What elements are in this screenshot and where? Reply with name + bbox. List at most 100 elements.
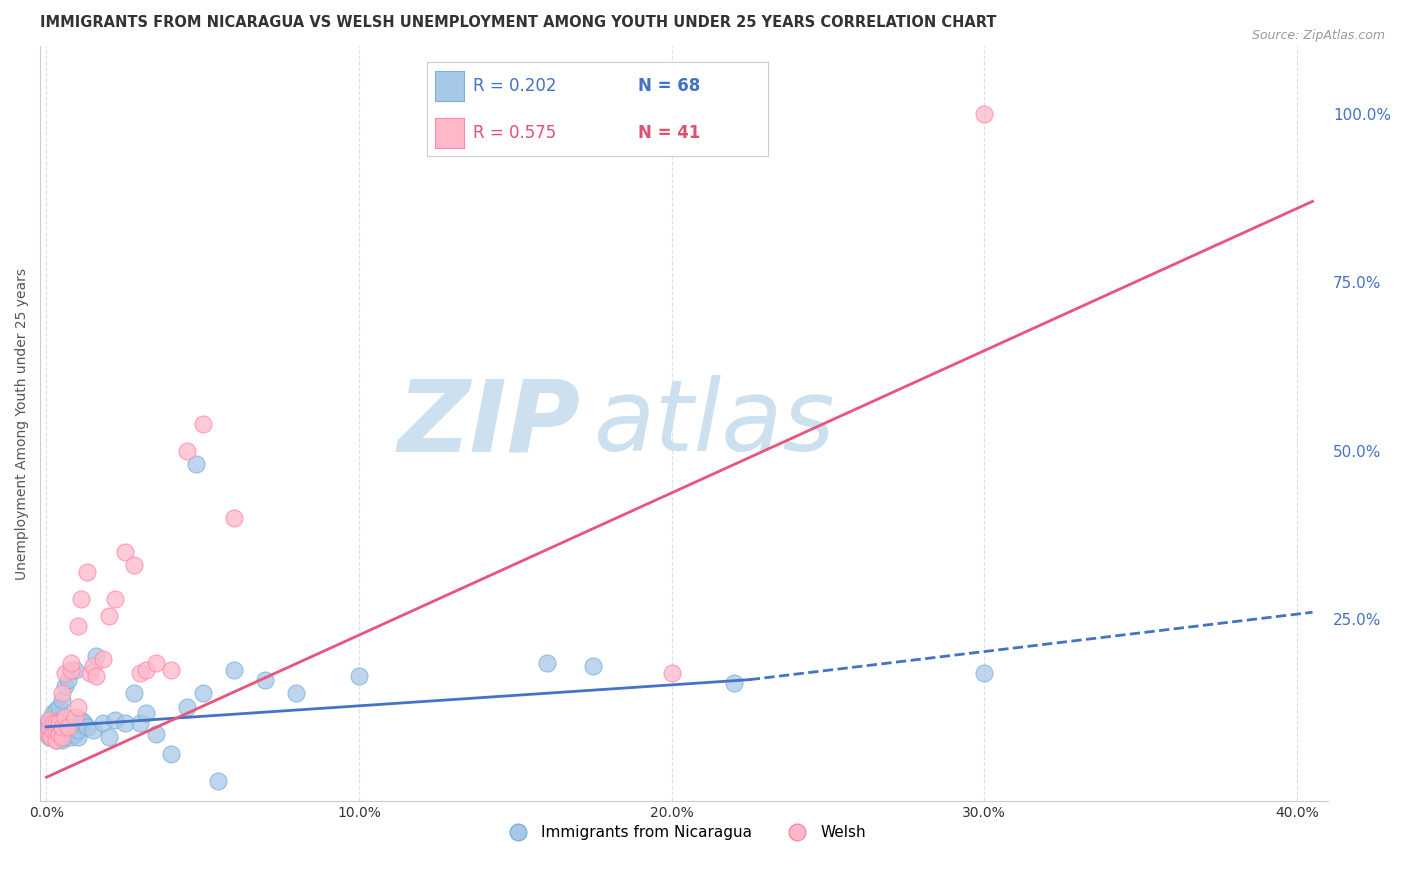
Point bbox=[58, 720, 80, 734]
Point bbox=[48, 726, 70, 740]
Text: IMMIGRANTS FROM NICARAGUA VS WELSH UNEMPLOYMENT AMONG YOUTH UNDER 25 YEARS CORRE: IMMIGRANTS FROM NICARAGUA VS WELSH UNEMP… bbox=[41, 15, 997, 30]
Point bbox=[129, 665, 152, 680]
Point bbox=[41, 716, 63, 731]
Point bbox=[48, 720, 70, 734]
Point bbox=[38, 723, 60, 738]
Point bbox=[53, 709, 76, 723]
Point bbox=[39, 730, 62, 744]
Text: Source: ZipAtlas.com: Source: ZipAtlas.com bbox=[1251, 29, 1385, 42]
Point bbox=[973, 665, 995, 680]
Point bbox=[69, 591, 91, 606]
Point bbox=[60, 663, 83, 677]
Point bbox=[39, 726, 62, 740]
Point bbox=[104, 591, 127, 606]
Point bbox=[53, 665, 76, 680]
Point bbox=[76, 720, 98, 734]
Point bbox=[41, 723, 63, 738]
Point bbox=[38, 730, 60, 744]
Point bbox=[207, 773, 229, 788]
Point bbox=[51, 730, 73, 744]
Point bbox=[122, 686, 145, 700]
Point bbox=[58, 726, 80, 740]
Point bbox=[582, 659, 605, 673]
Point bbox=[45, 723, 67, 738]
Point bbox=[58, 673, 80, 687]
Point bbox=[60, 723, 83, 738]
Point bbox=[63, 663, 86, 677]
Point bbox=[51, 720, 73, 734]
Point bbox=[97, 730, 120, 744]
Point bbox=[51, 726, 73, 740]
Text: atlas: atlas bbox=[593, 376, 835, 472]
Point bbox=[41, 720, 63, 734]
Point bbox=[48, 699, 70, 714]
Point bbox=[45, 703, 67, 717]
Point bbox=[48, 723, 70, 738]
Point bbox=[38, 720, 60, 734]
Point bbox=[97, 608, 120, 623]
Point bbox=[973, 107, 995, 121]
Point bbox=[66, 716, 89, 731]
Point bbox=[91, 652, 114, 666]
Point bbox=[51, 713, 73, 727]
Point bbox=[53, 720, 76, 734]
Point bbox=[104, 713, 127, 727]
Point bbox=[91, 716, 114, 731]
Point bbox=[45, 733, 67, 747]
Point bbox=[60, 656, 83, 670]
Point bbox=[51, 686, 73, 700]
Y-axis label: Unemployment Among Youth under 25 years: Unemployment Among Youth under 25 years bbox=[15, 268, 30, 580]
Point bbox=[66, 730, 89, 744]
Point bbox=[73, 716, 96, 731]
Point bbox=[45, 720, 67, 734]
Point bbox=[41, 706, 63, 721]
Point bbox=[38, 720, 60, 734]
Point bbox=[45, 716, 67, 731]
Point bbox=[60, 716, 83, 731]
Point bbox=[145, 726, 167, 740]
Point bbox=[135, 706, 157, 721]
Point bbox=[661, 665, 683, 680]
Point bbox=[254, 673, 277, 687]
Point bbox=[41, 723, 63, 738]
Point bbox=[82, 723, 104, 738]
Point bbox=[38, 713, 60, 727]
Point bbox=[63, 726, 86, 740]
Point bbox=[536, 656, 558, 670]
Point bbox=[48, 713, 70, 727]
Point bbox=[38, 713, 60, 727]
Point bbox=[53, 730, 76, 744]
Point bbox=[51, 733, 73, 747]
Point bbox=[79, 665, 101, 680]
Point bbox=[48, 730, 70, 744]
Point bbox=[191, 417, 214, 431]
Point bbox=[145, 656, 167, 670]
Point bbox=[66, 699, 89, 714]
Point bbox=[122, 558, 145, 573]
Point bbox=[86, 669, 108, 683]
Point bbox=[160, 747, 183, 761]
Point bbox=[41, 713, 63, 727]
Point bbox=[114, 716, 136, 731]
Point bbox=[45, 733, 67, 747]
Point bbox=[222, 511, 245, 525]
Point bbox=[114, 544, 136, 558]
Point bbox=[51, 693, 73, 707]
Text: ZIP: ZIP bbox=[398, 376, 581, 472]
Point bbox=[44, 726, 66, 740]
Point bbox=[176, 443, 198, 458]
Point bbox=[135, 663, 157, 677]
Point bbox=[45, 726, 67, 740]
Point bbox=[53, 679, 76, 693]
Point bbox=[48, 716, 70, 731]
Point bbox=[60, 730, 83, 744]
Point bbox=[63, 709, 86, 723]
Point bbox=[51, 720, 73, 734]
Point bbox=[39, 716, 62, 731]
Point bbox=[222, 663, 245, 677]
Point bbox=[58, 720, 80, 734]
Point bbox=[186, 457, 208, 471]
Legend: Immigrants from Nicaragua, Welsh: Immigrants from Nicaragua, Welsh bbox=[496, 819, 872, 846]
Point bbox=[66, 723, 89, 738]
Point bbox=[285, 686, 308, 700]
